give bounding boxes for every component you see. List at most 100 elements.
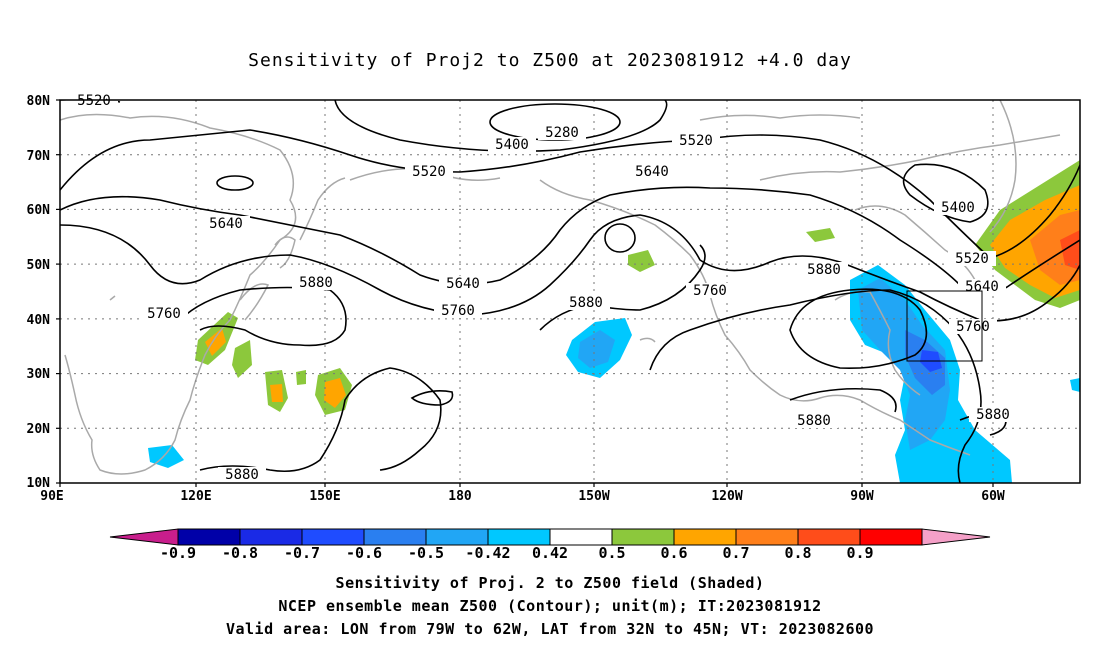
shade-positive-wpac-1b xyxy=(324,378,346,408)
svg-text:5760: 5760 xyxy=(693,283,727,299)
contour-5760 xyxy=(60,214,1080,322)
colorbar-tick-label: 0.42 xyxy=(532,544,568,562)
contour-label-group: 5280 5400 5520 5520 5640 5640 5640 5760 … xyxy=(70,93,1017,483)
colorbar-box xyxy=(425,528,489,546)
contour-label: 5760 xyxy=(140,306,188,322)
lon-label: 180 xyxy=(448,489,472,504)
shade-positive-atlantic-red xyxy=(1060,230,1080,270)
contour-label: 5880 xyxy=(969,407,1017,423)
colorbar-tick-label: 0.5 xyxy=(598,544,625,562)
lat-label: 30N xyxy=(27,367,51,382)
colorbar-tick-label: 0.6 xyxy=(660,544,687,562)
lat-label: 40N xyxy=(27,313,51,328)
svg-text:5880: 5880 xyxy=(797,413,831,429)
contour-label: 5880 xyxy=(562,295,610,311)
colorbar-tick-label: -0.5 xyxy=(408,544,444,562)
contour-label: 5280 xyxy=(538,125,586,141)
colorbar-box xyxy=(797,528,861,546)
shade-negative-eastus-mid xyxy=(858,278,950,450)
contour-label: 5640 xyxy=(202,216,250,232)
contour-label: 5880 xyxy=(800,262,848,278)
contour-mid-atlantic xyxy=(789,387,897,413)
colorbar-box xyxy=(301,528,365,546)
colorbar-tick-label: -0.42 xyxy=(465,544,510,562)
shade-positive-alaska xyxy=(628,250,655,272)
contour-label: 5400 xyxy=(934,200,982,216)
contour-label: 5760 xyxy=(434,303,482,319)
colorbar-box xyxy=(177,528,241,546)
contour-5880-pacific xyxy=(539,244,706,331)
svg-text:5400: 5400 xyxy=(941,200,975,216)
shade-positive-japan-2 xyxy=(232,340,252,378)
colorbar-tick-label: 0.8 xyxy=(784,544,811,562)
colorbar-box xyxy=(611,528,675,546)
colorbar-tick-label: 0.7 xyxy=(722,544,749,562)
colorbar-tick-label: -0.6 xyxy=(346,544,382,562)
contour-5880-eastus xyxy=(789,288,928,370)
map-title: Sensitivity of Proj2 to Z500 at 20230819… xyxy=(248,50,852,71)
lon-label: 120E xyxy=(180,489,211,504)
contour-label: 5520 xyxy=(405,164,453,180)
svg-text:5880: 5880 xyxy=(299,275,333,291)
svg-text:5880: 5880 xyxy=(225,467,259,483)
contour-label: 5760 xyxy=(686,283,734,299)
colorbar-labels: -0.9 -0.8 -0.7 -0.6 -0.5 -0.42 0.42 0.5 0.6 0.7 0.… xyxy=(160,544,874,562)
contour-label: 5880 xyxy=(218,467,266,483)
svg-text:5400: 5400 xyxy=(495,137,529,153)
svg-text:5640: 5640 xyxy=(446,276,480,292)
contour-label: 5760 xyxy=(949,319,997,335)
svg-text:5640: 5640 xyxy=(635,164,669,180)
colorbar-box xyxy=(487,528,551,546)
svg-text:5640: 5640 xyxy=(209,216,243,232)
contour-label: 5640 xyxy=(628,164,676,180)
contour-label: 5400 xyxy=(488,137,536,153)
shade-positive-hudson xyxy=(806,228,835,242)
colorbar-box xyxy=(735,528,799,546)
lat-label: 60N xyxy=(27,203,51,218)
colorbar-tick-label: -0.8 xyxy=(222,544,258,562)
svg-text:5520: 5520 xyxy=(679,133,713,149)
valid-area-box xyxy=(906,290,983,362)
contour-5880-scs xyxy=(199,367,442,473)
lat-axis-labels: 80N 70N 60N 50N 40N 30N 20N 10N xyxy=(27,94,51,491)
contour-label: 5520 xyxy=(672,133,720,149)
plot-frame xyxy=(59,99,1081,484)
lon-label: 150W xyxy=(578,489,609,504)
lon-label: 90W xyxy=(850,489,874,504)
lat-label: 10N xyxy=(27,476,51,491)
shade-positive-japan-b xyxy=(205,328,226,356)
contour-label: 5880 xyxy=(292,275,340,291)
shade-positive-atlantic-dark xyxy=(1030,210,1080,285)
caption-line-3: Valid area: LON from 79W to 62W, LAT fro… xyxy=(225,620,875,638)
colorbar-high-arrow xyxy=(922,529,990,545)
caption-line-1: Sensitivity of Proj. 2 to Z500 field (Sh… xyxy=(335,574,765,592)
colorbar-tick-label: 0.9 xyxy=(846,544,873,562)
contour-5640 xyxy=(60,186,1080,294)
caption-line-2: NCEP ensemble mean Z500 (Contour); unit(… xyxy=(278,597,822,615)
colorbar-box xyxy=(239,528,303,546)
svg-text:5280: 5280 xyxy=(545,125,579,141)
lon-label: 90E xyxy=(40,489,63,504)
lon-label: 120W xyxy=(711,489,742,504)
svg-text:5520: 5520 xyxy=(955,251,989,267)
contour-closed-2 xyxy=(604,223,636,253)
lon-axis-labels: 90E 120E 150E 180 150W 120W 90W 60W xyxy=(40,489,1005,504)
lon-label: 150E xyxy=(309,489,340,504)
lat-label: 70N xyxy=(27,149,51,164)
contour-label: 5520 xyxy=(948,251,996,267)
shade-negative-small-1 xyxy=(1070,378,1080,392)
axis-ticks xyxy=(56,99,994,487)
colorbar-tick-label: -0.9 xyxy=(160,544,196,562)
coastlines xyxy=(60,100,1061,475)
contour-5400-east xyxy=(902,163,989,223)
svg-text:5760: 5760 xyxy=(147,306,181,322)
contour-5880-west xyxy=(179,286,347,347)
lat-label: 20N xyxy=(27,422,51,437)
svg-text:5520: 5520 xyxy=(412,164,446,180)
contour-label: 5880 xyxy=(790,413,838,429)
contour-closed-3 xyxy=(410,390,454,406)
shade-negative-pacific-mid xyxy=(578,330,615,368)
sensitivity-shading xyxy=(148,160,1080,483)
